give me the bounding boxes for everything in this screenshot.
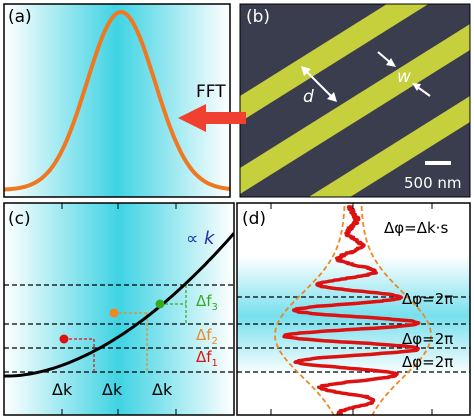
- gaussian-curve: [4, 9, 230, 192]
- panel-d-frame: [236, 202, 471, 416]
- envelope-left: [274, 205, 346, 415]
- envelope-right: [360, 205, 432, 415]
- panel-c-plot: [4, 232, 234, 378]
- marker-green: [155, 299, 165, 309]
- w-arrowhead-left: [386, 58, 396, 67]
- panel-c-label: (c): [8, 209, 31, 229]
- panel-b-label: (b): [246, 7, 270, 27]
- phase-label-1: Δφ=2π: [402, 290, 453, 308]
- propto-symbol: ∝: [186, 229, 198, 249]
- panel-d-label: (d): [242, 209, 266, 229]
- dispersion-curve: [4, 232, 234, 378]
- relation-label: Δφ=Δk·s: [384, 219, 448, 237]
- panel-d-plot: [237, 204, 470, 415]
- panel-a-frame: [3, 3, 231, 198]
- panel-c: (c) ∝ k Δf3 Δf2 Δf1 Δk Δk Δk: [3, 202, 235, 416]
- dk-label-2: Δk: [102, 380, 123, 399]
- scale-bar: [425, 161, 451, 165]
- fft-arrow-group: FFT: [178, 82, 246, 132]
- fft-arrow: [178, 104, 246, 132]
- c-ticks: [61, 203, 177, 415]
- dk-label-1: Δk: [52, 380, 73, 399]
- stripe-1: [240, 4, 429, 122]
- gaussian-plot: [4, 9, 230, 192]
- stripe-2: [240, 24, 470, 194]
- marker-orange: [109, 308, 119, 318]
- d-ticks: [270, 203, 433, 415]
- fft-label: FFT: [196, 82, 226, 102]
- panel-a-label: (a): [8, 7, 32, 27]
- d-label: d: [303, 87, 314, 107]
- w-arrowhead-right: [412, 83, 421, 91]
- panel-c-frame: [3, 202, 235, 416]
- d-arrowhead-top: [301, 66, 311, 76]
- panel-a-background: [4, 4, 230, 197]
- panel-b-frame: [239, 3, 471, 198]
- dk-label-3: Δk: [152, 380, 173, 399]
- panel-b: d w 500 nm (b): [239, 3, 471, 198]
- sem-stripes: [240, 4, 470, 197]
- scale-bar-label: 500 nm: [404, 174, 462, 192]
- df3-label: Δf3: [196, 292, 218, 313]
- d-dimension-arrow: [302, 67, 336, 101]
- df2-label: Δf2: [196, 326, 218, 347]
- w-label: w: [397, 67, 411, 87]
- d-arrowhead-bottom: [327, 92, 337, 102]
- marker-red: [59, 334, 69, 344]
- signal-trace: [282, 204, 421, 415]
- panel-c-background: [4, 203, 234, 415]
- phase-label-2: Δφ=2π: [402, 330, 453, 348]
- panel-a: (a): [3, 3, 231, 198]
- phase-label-3: Δφ=2π: [402, 353, 453, 371]
- df1-label: Δf1: [196, 348, 218, 369]
- panel-d: (d) Δφ=Δk·s Δφ=2π Δφ=2π Δφ=2π: [236, 202, 471, 416]
- k-symbol: k: [204, 228, 216, 249]
